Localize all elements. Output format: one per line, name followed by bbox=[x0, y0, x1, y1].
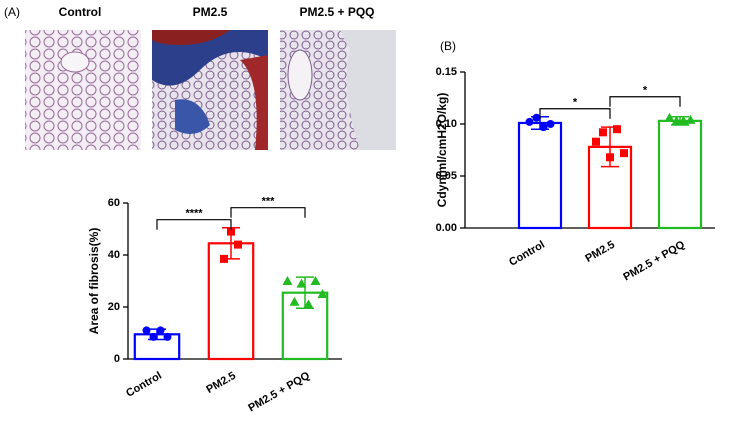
data-point bbox=[620, 149, 628, 158]
histology-image bbox=[152, 30, 268, 150]
y-tick-label: 20 bbox=[108, 301, 120, 313]
bar bbox=[657, 119, 703, 230]
image-caption: PM2.5 + PQQ bbox=[299, 5, 374, 19]
data-point bbox=[163, 332, 172, 341]
significance-bracket bbox=[609, 96, 681, 107]
x-tick-label: PM2.5 + PQQ bbox=[246, 370, 312, 415]
image-caption: PM2.5 bbox=[193, 5, 228, 19]
data-point bbox=[303, 299, 314, 309]
y-tick-label: 0 bbox=[114, 353, 120, 365]
y-axis-label: Cdyn(ml/cmH2O/kg) bbox=[435, 93, 449, 208]
significance-bracket bbox=[539, 108, 611, 119]
data-point bbox=[289, 296, 300, 306]
data-point bbox=[532, 113, 541, 122]
y-tick-label: 0.00 bbox=[436, 222, 457, 234]
significance-label: **** bbox=[185, 208, 203, 220]
data-point bbox=[539, 123, 548, 132]
significance-bracket bbox=[156, 219, 232, 230]
data-point bbox=[317, 289, 328, 298]
data-point bbox=[227, 227, 235, 236]
x-tick-label: PM2.5 + PQQ bbox=[621, 239, 687, 284]
significance-label: *** bbox=[262, 196, 276, 208]
y-axis-label: Area of fibrosis(%) bbox=[87, 228, 101, 335]
image-caption: Control bbox=[59, 5, 102, 19]
y-tick-label: 0.10 bbox=[436, 118, 457, 130]
data-point bbox=[525, 117, 534, 126]
data-point bbox=[606, 153, 614, 162]
significance-label: * bbox=[573, 97, 578, 109]
y-tick-label: 0.05 bbox=[436, 170, 457, 182]
data-point bbox=[685, 114, 696, 124]
histology-image bbox=[25, 30, 141, 150]
y-tick-label: 40 bbox=[108, 249, 120, 261]
data-point bbox=[546, 120, 555, 128]
panel-label: (B) bbox=[440, 39, 456, 53]
y-tick-label: 0.15 bbox=[436, 66, 457, 78]
data-point bbox=[592, 137, 600, 146]
x-tick-label: PM2.5 bbox=[583, 239, 617, 265]
data-point bbox=[296, 278, 307, 288]
data-point bbox=[664, 112, 675, 122]
data-point bbox=[142, 326, 151, 335]
significance-bracket bbox=[230, 207, 306, 218]
histology-image bbox=[280, 30, 396, 150]
data-point bbox=[613, 125, 621, 134]
data-point bbox=[156, 326, 165, 335]
panel-label: (A) bbox=[4, 5, 20, 19]
data-point bbox=[282, 276, 293, 285]
bar bbox=[207, 242, 255, 361]
data-point bbox=[149, 332, 158, 341]
x-tick-label: Control bbox=[507, 239, 547, 269]
x-tick-label: PM2.5 bbox=[204, 370, 238, 396]
significance-label: * bbox=[643, 85, 648, 97]
x-tick-label: Control bbox=[124, 370, 164, 400]
y-tick-label: 60 bbox=[108, 197, 120, 209]
data-point bbox=[599, 128, 607, 137]
data-point bbox=[671, 115, 682, 125]
data-point bbox=[678, 115, 689, 125]
data-point bbox=[220, 254, 228, 263]
data-point bbox=[234, 240, 242, 249]
data-point bbox=[310, 276, 321, 285]
bar bbox=[517, 121, 563, 230]
